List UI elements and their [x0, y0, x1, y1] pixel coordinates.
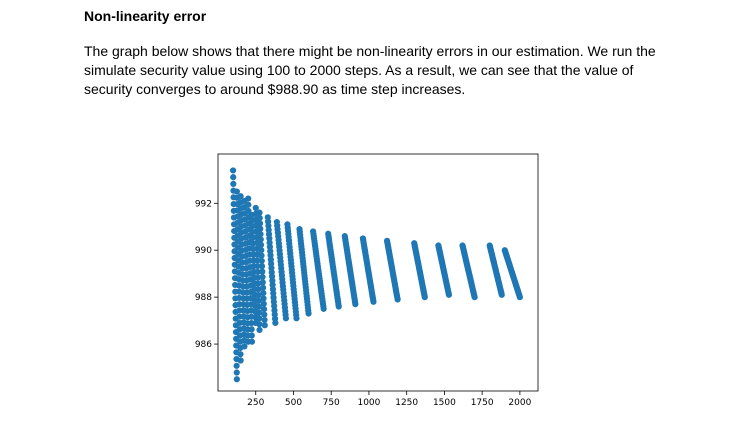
x-tick-label: 500 — [285, 398, 302, 408]
data-point — [256, 326, 263, 334]
x-tick-label: 1250 — [395, 398, 418, 408]
data-point — [498, 291, 505, 298]
data-point — [258, 257, 265, 265]
data-point — [259, 284, 267, 291]
data-point — [445, 291, 453, 298]
data-point — [260, 300, 267, 307]
data-point — [335, 303, 342, 310]
data-point — [260, 295, 267, 302]
data-point — [259, 268, 266, 275]
data-point — [256, 214, 263, 222]
data-point — [229, 167, 237, 174]
data-point — [260, 306, 268, 313]
scatter-chart: 250 500 750 1000 1250 1500 1750 2000 986 988 990 99… — [190, 150, 550, 410]
data-point — [305, 310, 312, 317]
data-point — [233, 369, 240, 376]
data-point — [245, 195, 252, 202]
data-point — [320, 305, 327, 312]
data-point — [233, 362, 240, 369]
data-point — [257, 236, 264, 243]
data-point — [257, 231, 264, 238]
data-point — [258, 252, 265, 259]
data-point — [256, 315, 263, 322]
data-point — [256, 321, 263, 328]
data-point — [516, 294, 523, 301]
data-point — [254, 280, 262, 287]
data-point — [352, 301, 359, 308]
data-point — [237, 193, 244, 200]
data-point — [256, 220, 264, 227]
data-point — [258, 263, 266, 270]
data-point — [257, 225, 264, 232]
data-point — [252, 204, 259, 212]
data-point — [370, 298, 377, 305]
y-tick-label: 988 — [195, 293, 212, 303]
data-point — [471, 294, 478, 301]
data-point — [261, 322, 268, 329]
data-point — [233, 376, 240, 383]
data-point — [260, 290, 267, 297]
data-point — [261, 311, 268, 318]
body-paragraph: The graph below shows that there might b… — [84, 43, 656, 97]
data-point — [248, 338, 256, 345]
data-point — [237, 357, 244, 364]
data-point — [272, 319, 279, 327]
data-point — [254, 262, 261, 270]
y-tick-label: 990 — [195, 246, 212, 256]
data-point — [254, 268, 261, 275]
data-point — [230, 180, 237, 187]
x-tick-label: 2000 — [508, 398, 531, 408]
x-tick-label: 750 — [323, 398, 340, 408]
plot-frame — [217, 153, 539, 392]
x-tick-label: 1000 — [357, 398, 380, 408]
y-tick-label: 986 — [195, 340, 212, 350]
x-tick-label: 250 — [247, 398, 264, 408]
data-point — [245, 201, 252, 208]
data-point — [282, 315, 290, 322]
data-point — [255, 286, 262, 293]
data-point — [293, 315, 300, 322]
data-point — [261, 316, 268, 324]
data-point — [256, 209, 263, 216]
data-point — [237, 351, 244, 358]
data-point — [394, 296, 401, 303]
data-point — [248, 332, 255, 339]
data-point — [258, 247, 265, 254]
data-point — [254, 274, 261, 281]
data-point — [241, 343, 248, 350]
y-tick-label: 992 — [195, 199, 212, 209]
scatter-chart-svg: 250 500 750 1000 1250 1500 1750 2000 986 988 990 99… — [195, 153, 539, 408]
x-tick-label: 1500 — [433, 398, 456, 408]
data-point — [257, 241, 265, 248]
x-tick-label: 1750 — [471, 398, 494, 408]
section-heading: Non-linearity error — [84, 8, 207, 24]
data-point — [230, 174, 237, 181]
data-point — [421, 294, 428, 301]
data-point — [255, 303, 262, 310]
data-point — [259, 279, 266, 286]
data-point — [233, 188, 240, 195]
data-point — [255, 309, 263, 316]
data-point — [255, 297, 262, 305]
data-point — [255, 292, 262, 299]
data-point — [259, 273, 266, 281]
data-point — [248, 326, 255, 333]
